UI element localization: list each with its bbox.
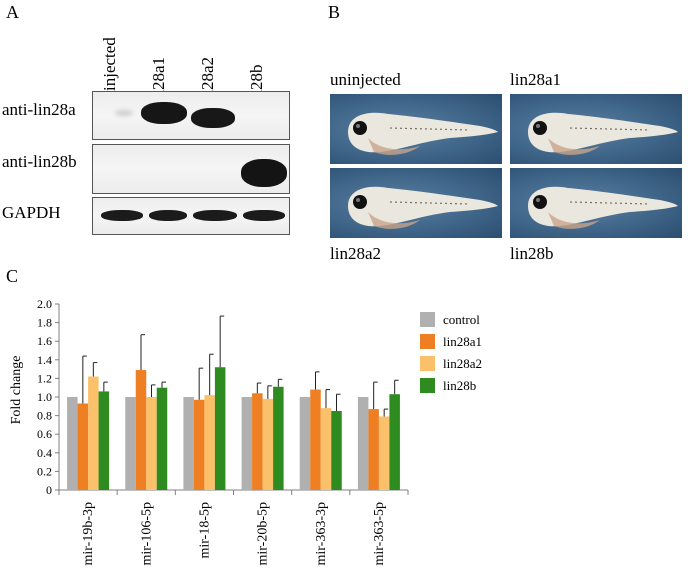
blot-row-label-anti-lin28a: anti-lin28a	[2, 100, 76, 119]
embryo-label-lin28a2: lin28a2	[330, 244, 381, 263]
bar-control-mir-19b-3p	[67, 397, 78, 490]
bar-control-mir-106-5p	[125, 397, 136, 490]
x-tick-label: mir-363-5p	[372, 502, 387, 566]
blot-band	[101, 210, 143, 221]
legend-swatch-control	[420, 312, 435, 327]
legend-swatch-lin28a2	[420, 356, 435, 371]
y-tick-label: 0.6	[37, 427, 52, 441]
blot-strip-anti-lin28a	[92, 91, 290, 140]
bar-lin28b-mir-363-5p	[389, 394, 400, 490]
embryo-photo-lin28a1	[510, 94, 682, 164]
embryo-drawing	[528, 186, 678, 229]
bar-lin28a1-mir-18-5p	[193, 399, 205, 490]
y-tick-label: 2.0	[37, 297, 52, 311]
blot-band	[191, 108, 235, 128]
embryo-label-lin28b: lin28b	[510, 244, 554, 263]
embryo-photo-lin28a2	[330, 168, 502, 238]
x-tick-label: mir-106-5p	[139, 502, 154, 566]
blot-band	[115, 110, 133, 116]
legend-swatch-lin28b	[420, 378, 435, 393]
bar-lin28b-mir-19b-3p	[98, 391, 110, 490]
bar-control-mir-18-5p	[183, 397, 194, 490]
legend-label-lin28a1: lin28a1	[443, 334, 482, 349]
y-tick-label: 0.4	[37, 446, 52, 460]
bar-control-mir-363-5p	[357, 397, 369, 490]
x-tick-label: mir-18-5p	[197, 502, 212, 559]
x-tick-label: mir-20b-5p	[256, 502, 271, 566]
bar-lin28b-mir-20b-5p	[273, 386, 284, 490]
y-tick-label: 1.2	[37, 371, 52, 385]
bar-lin28a1-mir-106-5p	[135, 370, 147, 490]
embryo-label-uninjected: uninjected	[330, 70, 401, 89]
embryo-drawing	[348, 112, 498, 155]
y-tick-label: 0.8	[37, 409, 52, 423]
legend-swatch-lin28a1	[420, 334, 435, 349]
blot-strip-gapdh	[92, 197, 290, 235]
bar-lin28a1-mir-363-3p	[310, 389, 321, 490]
panel-label-c: C	[6, 266, 19, 286]
y-tick-label: 1.4	[37, 353, 52, 367]
bar-lin28b-mir-18-5p	[214, 367, 226, 490]
legend-label-lin28a2: lin28a2	[443, 356, 482, 371]
bar-lin28a1-mir-19b-3p	[77, 403, 89, 490]
blot-band	[141, 102, 187, 124]
embryo-drawing	[528, 112, 678, 155]
blot-band	[149, 210, 187, 221]
panel-label-b: B	[328, 2, 341, 22]
fold-change-bar-chart: Fold change 0 0.2 0.4 0.6 0.8 1.0 1.2 1.4 1.6 1.8…	[9, 297, 482, 566]
bar-lin28a1-mir-20b-5p	[252, 393, 263, 490]
bar-lin28a2-mir-363-3p	[320, 408, 332, 490]
blot-strip-anti-lin28b	[92, 144, 290, 194]
blot-band	[241, 159, 287, 187]
bar-lin28a2-mir-18-5p	[204, 395, 215, 490]
bar-lin28a2-mir-363-5p	[378, 416, 390, 490]
blot-row-label-anti-lin28b: anti-lin28b	[2, 152, 77, 171]
embryo-photo-lin28b	[510, 168, 682, 238]
embryo-photo-uninjected	[330, 94, 502, 164]
blot-band	[243, 210, 285, 221]
blot-row-label-gapdh: GAPDH	[2, 203, 61, 222]
x-tick-label: mir-363-3p	[314, 502, 329, 566]
embryo-drawing	[348, 186, 498, 229]
y-tick-label: 1.6	[37, 334, 52, 348]
y-tick-label: 0.2	[37, 464, 52, 478]
bar-control-mir-363-3p	[299, 397, 311, 490]
bar-control-mir-20b-5p	[241, 397, 253, 490]
bar-lin28a2-mir-106-5p	[146, 397, 157, 490]
bar-lin28b-mir-363-3p	[331, 410, 342, 490]
bar-lin28a2-mir-19b-3p	[88, 376, 99, 490]
y-tick-label: 0	[46, 483, 52, 497]
legend-label-control: control	[443, 312, 480, 327]
embryo-label-lin28a1: lin28a1	[510, 70, 561, 89]
blot-band	[193, 210, 237, 221]
y-tick-label: 1.0	[37, 390, 52, 404]
bar-lin28a2-mir-20b-5p	[262, 398, 274, 490]
panel-label-a: A	[6, 2, 19, 22]
x-tick-label: mir-19b-3p	[81, 502, 96, 566]
y-axis-title: Fold change	[9, 356, 24, 425]
y-tick-label: 1.8	[37, 316, 52, 330]
legend-label-lin28b: lin28b	[443, 378, 476, 393]
bar-lin28b-mir-106-5p	[156, 387, 168, 490]
bar-lin28a1-mir-363-5p	[368, 409, 379, 490]
